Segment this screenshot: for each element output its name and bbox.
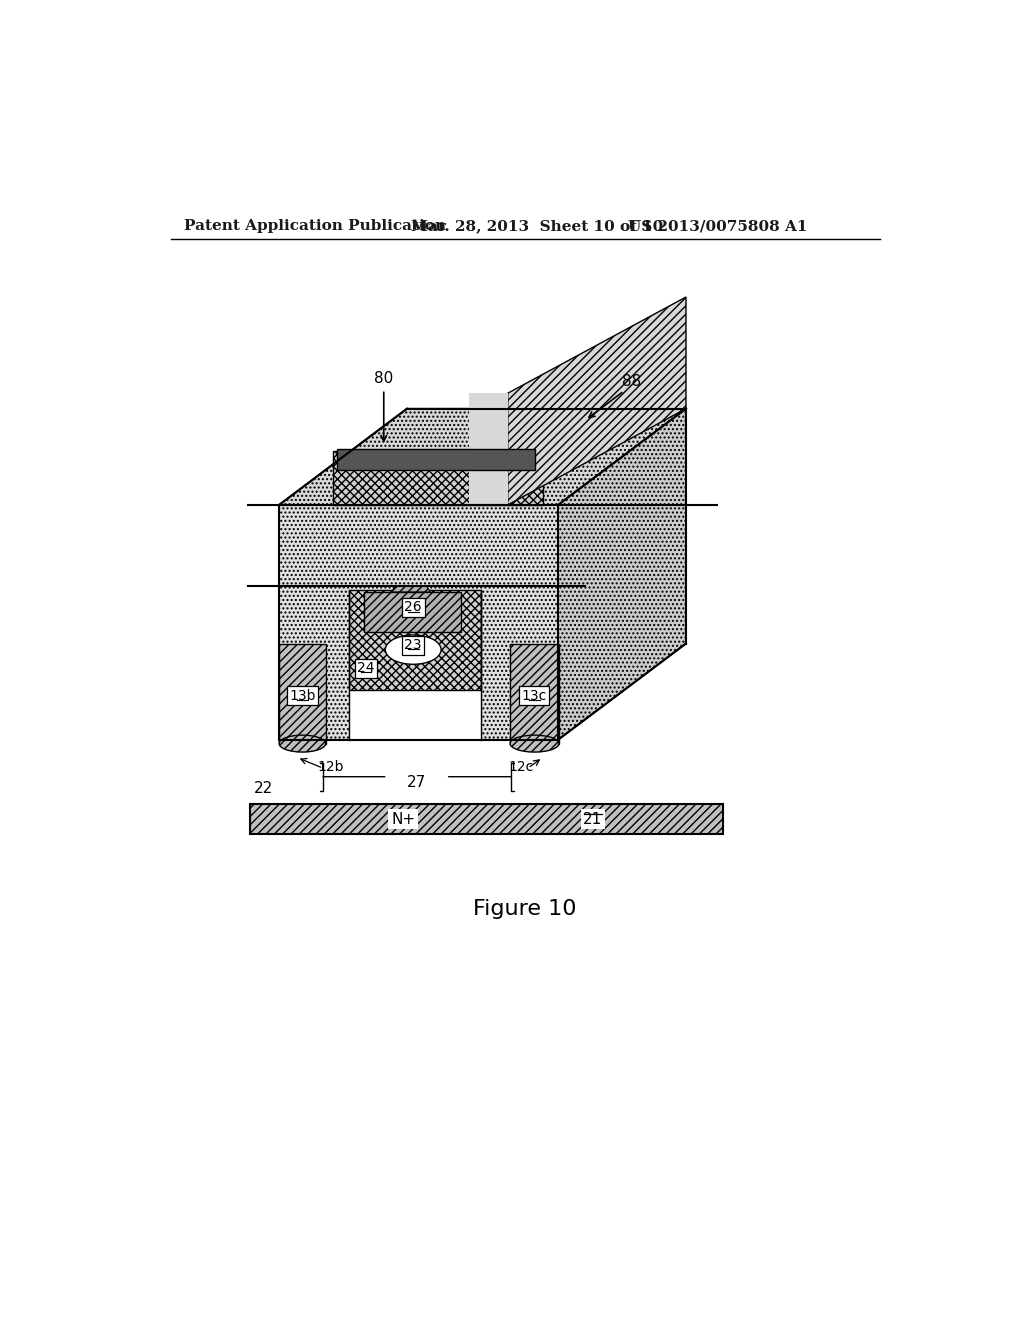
Text: 12b: 12b — [317, 760, 344, 774]
Polygon shape — [349, 590, 480, 739]
Text: N+: N+ — [391, 812, 415, 826]
Polygon shape — [280, 644, 326, 743]
Ellipse shape — [280, 735, 326, 752]
Text: Patent Application Publication: Patent Application Publication — [183, 219, 445, 234]
Text: 23: 23 — [404, 638, 422, 652]
Polygon shape — [558, 409, 686, 739]
Text: 80: 80 — [374, 371, 393, 387]
Text: 21: 21 — [584, 812, 603, 826]
Text: 13b: 13b — [289, 689, 315, 702]
Polygon shape — [510, 644, 559, 743]
Text: US 2013/0075808 A1: US 2013/0075808 A1 — [628, 219, 807, 234]
Polygon shape — [280, 506, 558, 739]
Text: 24: 24 — [357, 661, 375, 675]
Text: 12c: 12c — [508, 760, 534, 774]
Polygon shape — [391, 586, 430, 591]
Polygon shape — [280, 409, 686, 506]
Text: Figure 10: Figure 10 — [473, 899, 577, 919]
Polygon shape — [334, 451, 543, 506]
Polygon shape — [469, 393, 508, 506]
Text: 88: 88 — [623, 374, 641, 389]
Polygon shape — [508, 297, 686, 506]
Ellipse shape — [385, 635, 441, 664]
Ellipse shape — [510, 735, 559, 752]
Polygon shape — [365, 591, 461, 632]
Polygon shape — [349, 590, 480, 689]
Polygon shape — [251, 804, 723, 834]
Text: Mar. 28, 2013  Sheet 10 of 10: Mar. 28, 2013 Sheet 10 of 10 — [411, 219, 664, 234]
Text: 27: 27 — [407, 775, 426, 789]
Text: 22: 22 — [254, 780, 272, 796]
Text: 26: 26 — [404, 601, 422, 614]
Text: 13c: 13c — [521, 689, 547, 702]
Polygon shape — [337, 449, 535, 470]
